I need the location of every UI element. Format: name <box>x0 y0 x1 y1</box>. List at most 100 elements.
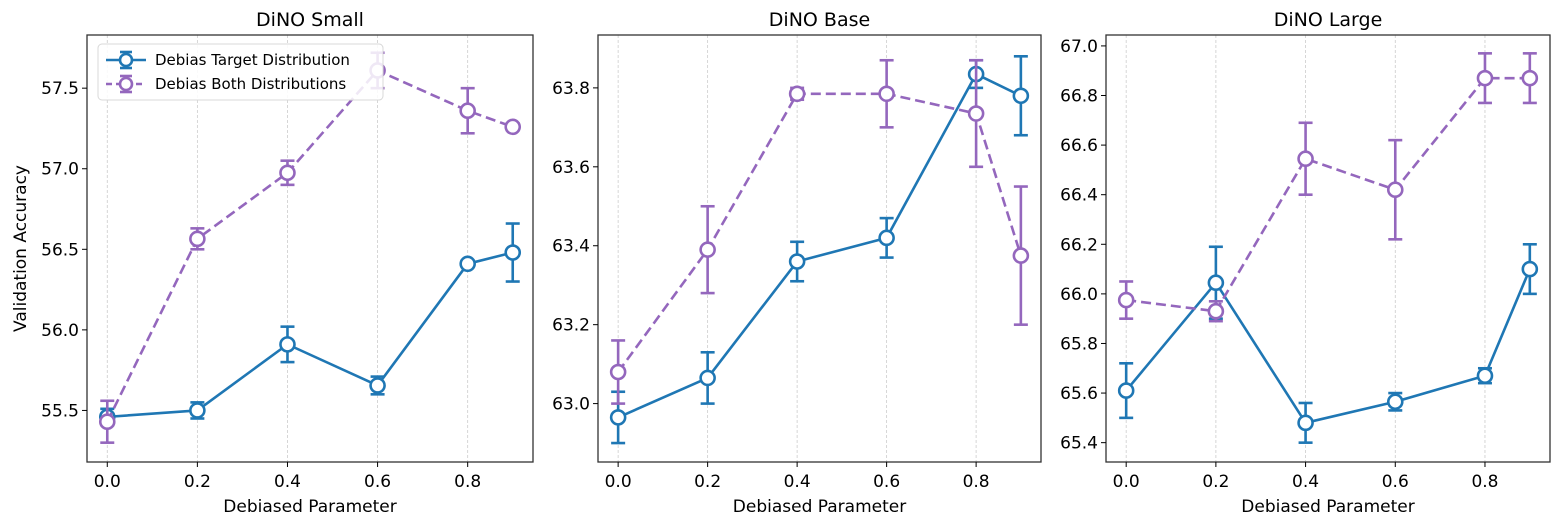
series-line <box>617 92 1023 373</box>
panel-dino-base: 0.0 0.2 0.4 0.6 0.8 63.0 63.2 63.4 63.6 63.8 DiNO… <box>552 9 1042 517</box>
x-tick-label: 0.4 <box>1292 472 1319 492</box>
series-debias-target <box>98 222 522 427</box>
series-line <box>1125 268 1532 425</box>
y-tick-label: 56.0 <box>41 321 79 341</box>
series-debias-target <box>609 55 1030 445</box>
data-point[interactable] <box>459 102 476 120</box>
data-point[interactable] <box>878 229 895 247</box>
data-point[interactable] <box>788 85 806 103</box>
data-point[interactable] <box>459 255 476 273</box>
series-line <box>617 72 1022 419</box>
series-layer <box>1117 52 1539 444</box>
data-point[interactable] <box>504 244 522 261</box>
data-point[interactable] <box>609 363 627 381</box>
y-tick-label: 56.5 <box>41 240 79 260</box>
axes-frame <box>86 34 534 463</box>
x-tick-label: 0.6 <box>1382 472 1409 492</box>
y-tick-label: 57.5 <box>41 79 79 99</box>
data-point[interactable] <box>699 369 716 387</box>
series-line <box>1126 76 1530 313</box>
series-line <box>107 251 514 419</box>
panel-dino-large: 0.0 0.2 0.4 0.6 0.8 65.4 65.6 65.8 66.0 66.2 66.4 6… <box>1060 9 1551 517</box>
panel-title: DiNO Base <box>769 9 870 31</box>
legend-marker <box>118 52 134 68</box>
data-point[interactable] <box>1012 247 1030 264</box>
y-tick-label: 55.5 <box>41 401 79 421</box>
data-point[interactable] <box>279 336 296 353</box>
data-point[interactable] <box>609 409 627 426</box>
x-tick-label: 0.8 <box>963 472 990 492</box>
legend-label-target: Debias Target Distribution <box>155 51 350 69</box>
series-debias-both <box>1117 52 1539 323</box>
y-tick-label: 63.2 <box>552 316 590 336</box>
data-point[interactable] <box>369 377 386 394</box>
data-point[interactable] <box>1117 382 1135 399</box>
y-tick-label: 66.4 <box>1060 186 1098 206</box>
series-debias-target <box>1117 242 1539 444</box>
legend-marker <box>118 76 134 92</box>
series-layer <box>98 51 522 444</box>
data-point[interactable] <box>1476 367 1494 385</box>
panel-title: DiNO Small <box>256 9 364 31</box>
y-tick-label: 57.0 <box>41 160 79 180</box>
series-line <box>106 69 514 423</box>
y-tick-label: 65.6 <box>1060 384 1098 404</box>
x-tick-label: 0.8 <box>1471 472 1498 492</box>
y-tick-label: 65.8 <box>1060 334 1098 354</box>
data-point[interactable] <box>1207 274 1225 292</box>
legend: Debias Target Distribution Debias Both Di… <box>97 43 384 101</box>
y-tick-label: 65.4 <box>1060 434 1098 454</box>
x-tick-label: 0.6 <box>873 472 900 492</box>
data-point[interactable] <box>699 241 716 258</box>
x-axis-label: Debiased Parameter <box>733 497 906 517</box>
legend-label-both: Debias Both Distributions <box>155 75 346 93</box>
data-point[interactable] <box>1117 291 1135 309</box>
data-point[interactable] <box>279 164 296 182</box>
y-tick-label: 66.8 <box>1060 87 1098 107</box>
legend-handle-both <box>106 74 146 94</box>
data-point[interactable] <box>1386 393 1404 411</box>
x-axis-label: Debiased Parameter <box>223 497 396 517</box>
y-tick-label: 67.0 <box>1060 37 1098 57</box>
axes-frame <box>597 34 1042 463</box>
y-tick-label: 63.8 <box>552 79 590 99</box>
data-point[interactable] <box>1521 260 1539 278</box>
series-debias-both <box>609 58 1030 405</box>
x-tick-label: 0.2 <box>184 472 211 492</box>
axes-frame <box>1105 34 1551 463</box>
data-point[interactable] <box>1386 181 1404 199</box>
data-point[interactable] <box>1521 69 1539 87</box>
x-tick-label: 0.0 <box>94 472 121 492</box>
y-tick-label: 66.2 <box>1060 235 1098 255</box>
data-point[interactable] <box>788 253 806 270</box>
x-tick-label: 0.2 <box>1202 472 1229 492</box>
data-point[interactable] <box>1207 302 1225 320</box>
x-tick-label: 0.6 <box>364 472 391 492</box>
x-tick-label: 0.8 <box>454 472 481 492</box>
plot-area: 0.0 0.2 0.4 0.6 0.8 63.0 63.2 63.4 63.6 63.8 <box>552 34 1042 492</box>
y-tick-label: 63.6 <box>552 158 590 178</box>
x-tick-label: 0.2 <box>694 472 721 492</box>
series-layer <box>609 55 1030 445</box>
plot-area: 0.0 0.2 0.4 0.6 0.8 55.5 56.0 56.5 57.0 57.5 <box>41 34 534 492</box>
series-debias-both <box>98 51 522 444</box>
data-point[interactable] <box>98 413 116 431</box>
legend-box <box>97 43 384 101</box>
x-tick-label: 0.0 <box>605 472 632 492</box>
data-point[interactable] <box>189 230 206 248</box>
data-point[interactable] <box>1476 69 1494 87</box>
x-tick-label: 0.4 <box>274 472 301 492</box>
panel-title: DiNO Large <box>1274 9 1383 31</box>
data-point[interactable] <box>967 105 985 122</box>
data-point[interactable] <box>189 402 206 419</box>
panel-dino-small: 0.0 0.2 0.4 0.6 0.8 55.5 56.0 56.5 57.0 57.5 DiNO… <box>11 9 534 517</box>
x-tick-label: 0.4 <box>784 472 811 492</box>
data-point[interactable] <box>1012 87 1030 105</box>
data-point[interactable] <box>1297 414 1314 432</box>
y-tick-label: 66.6 <box>1060 136 1098 156</box>
data-point[interactable] <box>504 118 522 136</box>
data-point[interactable] <box>1297 150 1314 168</box>
data-point[interactable] <box>878 85 895 103</box>
y-axis-label: Validation Accuracy <box>11 165 31 332</box>
